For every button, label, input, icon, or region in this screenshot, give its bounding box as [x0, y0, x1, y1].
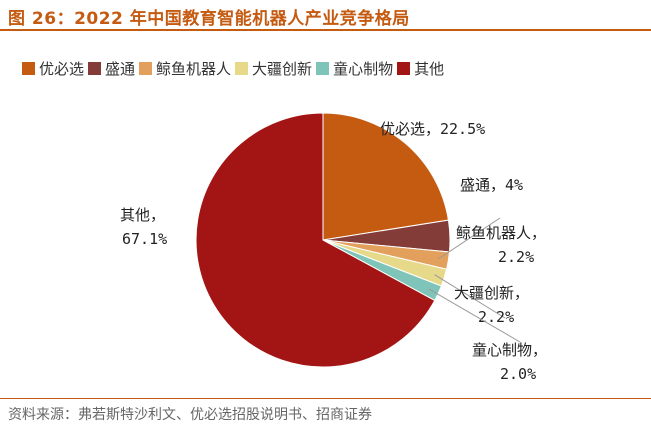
data-label: 童心制物， 2.0%: [472, 341, 547, 383]
legend-swatch: [235, 62, 249, 75]
legend-item: 盛通: [88, 58, 135, 79]
data-label: 其他， 67.1%: [120, 206, 167, 248]
legend-swatch: [139, 62, 153, 75]
data-label: 大疆创新， 2.2%: [454, 284, 529, 326]
legend-item: 优必选: [22, 58, 84, 79]
leader-line: [428, 288, 521, 343]
legend-swatch: [316, 62, 330, 75]
legend-item: 其他: [397, 58, 444, 79]
legend-item: 大疆创新: [235, 58, 312, 79]
legend-swatch: [397, 62, 411, 75]
legend-label: 优必选: [39, 60, 85, 78]
leader-line: [438, 217, 501, 260]
source-note: 资料来源：弗若斯特沙利文、优必选招股说明书、招商证券: [8, 407, 372, 423]
data-label: 优必选，22.5%: [380, 120, 485, 138]
data-label: 盛通，4%: [460, 176, 523, 194]
chart-legend: 优必选 盛通 鲸鱼机器人 大疆创新 童心制物 其他: [22, 58, 448, 79]
legend-swatch: [88, 62, 102, 75]
legend-item: 鲸鱼机器人: [139, 58, 231, 79]
legend-item: 童心制物: [316, 58, 393, 79]
source-divider: [0, 398, 651, 399]
leader-line: [434, 274, 506, 319]
legend-swatch: [22, 62, 35, 75]
title-divider: [0, 29, 651, 31]
data-label: 鲸鱼机器人， 2.2%: [456, 224, 546, 266]
legend-label: 童心制物: [333, 60, 394, 78]
pie-slice: [322, 112, 450, 241]
legend-label: 其他: [414, 60, 445, 78]
legend-label: 鲸鱼机器人: [156, 60, 232, 78]
pie-slice: [195, 112, 436, 368]
legend-label: 盛通: [105, 60, 136, 78]
legend-label: 大疆创新: [252, 60, 313, 78]
chart-title: 图 26：2022 年中国教育智能机器人产业竞争格局: [8, 9, 410, 29]
